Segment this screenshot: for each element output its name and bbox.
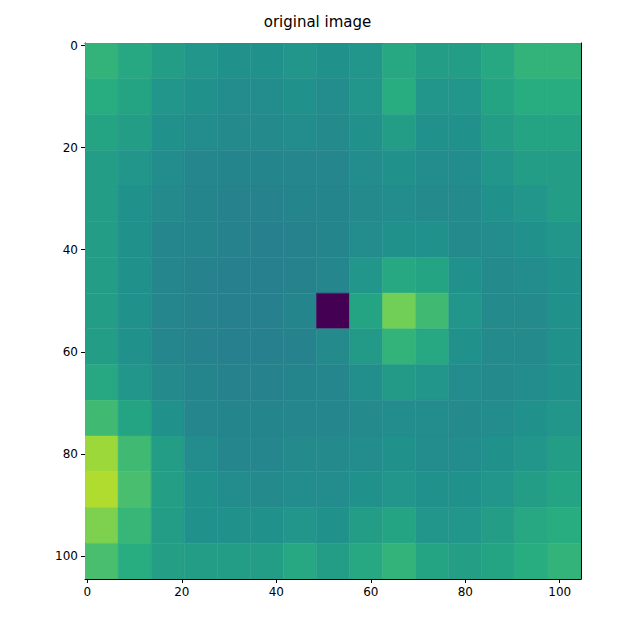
svg-text:60: 60 [363,585,378,599]
svg-text:0: 0 [70,39,78,53]
svg-text:40: 40 [63,243,78,257]
svg-text:20: 20 [63,141,78,155]
svg-text:40: 40 [269,585,284,599]
svg-text:80: 80 [63,447,78,461]
svg-text:100: 100 [55,549,78,563]
svg-text:80: 80 [458,585,473,599]
svg-text:20: 20 [174,585,189,599]
svg-text:100: 100 [548,585,571,599]
svg-text:60: 60 [63,345,78,359]
svg-text:0: 0 [84,585,92,599]
svg-text:original image: original image [264,13,372,31]
